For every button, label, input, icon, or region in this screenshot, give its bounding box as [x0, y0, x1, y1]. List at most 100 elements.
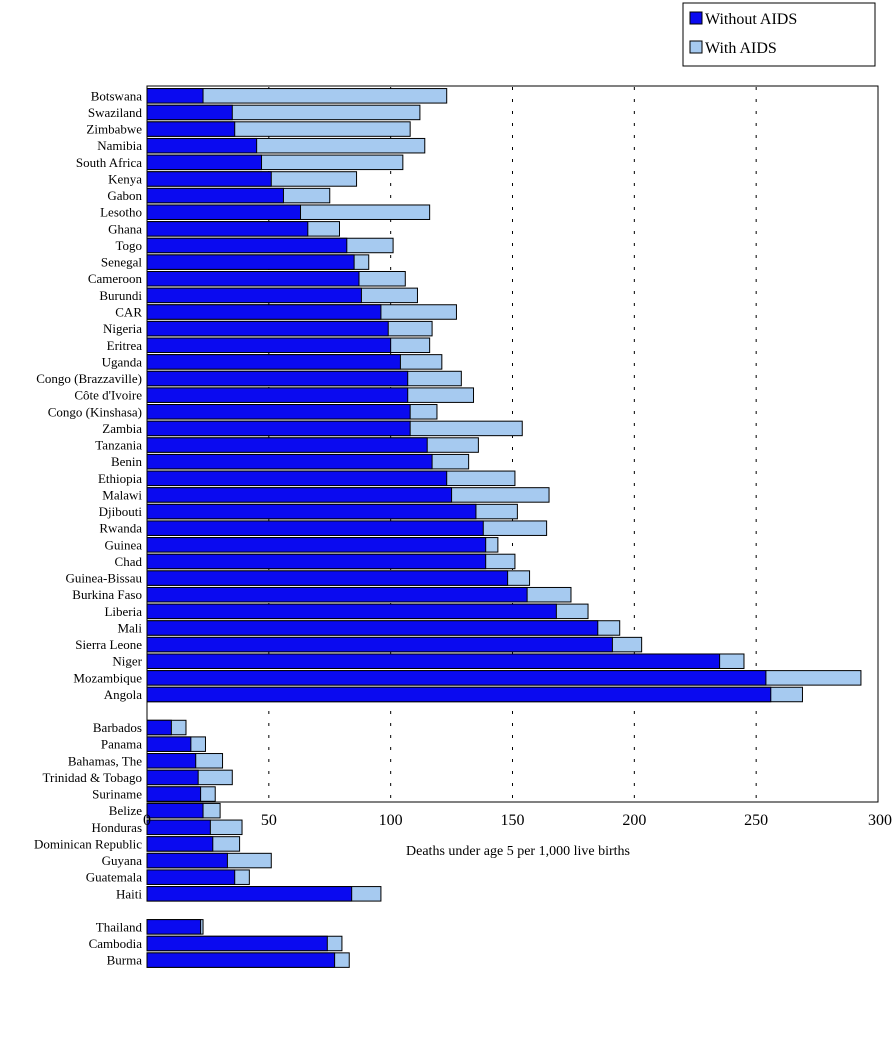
bar-without-aids [146, 836, 214, 852]
bar-without-aids [146, 387, 409, 403]
bar-without-aids [146, 753, 197, 769]
bar-without-aids [146, 537, 487, 553]
bar-without-aids [146, 952, 336, 968]
legend-swatch-without-aids [689, 11, 703, 25]
x-axis-title: Deaths under age 5 per 1,000 live births [406, 844, 630, 859]
category-label: Angola [104, 687, 143, 702]
category-label: Nigeria [103, 321, 142, 336]
bar-without-aids [146, 304, 382, 320]
category-label: Guinea [104, 537, 142, 552]
category-label: Rwanda [99, 521, 142, 536]
category-label: Liberia [104, 604, 142, 619]
bar-without-aids [146, 354, 401, 370]
category-label: Barbados [93, 720, 142, 735]
category-label: Burma [107, 953, 143, 968]
category-label: Niger [112, 654, 142, 669]
category-label: Namibia [97, 138, 142, 153]
x-tick-label: 100 [379, 812, 403, 829]
category-label: Senegal [101, 255, 143, 270]
bar-without-aids [146, 503, 477, 520]
bar-without-aids [146, 719, 172, 736]
bar-without-aids [146, 736, 192, 752]
bar-without-aids [146, 104, 233, 121]
category-label: Uganda [102, 354, 143, 369]
category-label: Guatemala [86, 870, 143, 885]
category-label: Botswana [91, 88, 143, 103]
category-label: Burkina Faso [72, 587, 142, 602]
bar-without-aids [146, 487, 453, 503]
category-label: Trinidad & Tobago [43, 770, 143, 785]
bar-without-aids [146, 570, 509, 586]
bar-without-aids [146, 886, 353, 902]
x-tick-label: 0 [143, 812, 151, 829]
bar-without-aids [146, 852, 228, 869]
bar-without-aids [146, 404, 411, 420]
x-tick-label: 50 [261, 812, 277, 829]
bars [146, 88, 862, 968]
category-label: Belize [109, 803, 142, 818]
bar-without-aids [146, 171, 272, 187]
legend: Without AIDS With AIDS [682, 2, 876, 67]
category-label: Suriname [92, 787, 142, 802]
legend-box [682, 2, 876, 67]
category-label: Eritrea [107, 338, 143, 353]
bar-without-aids [146, 670, 767, 686]
bar-without-aids [146, 586, 528, 603]
bar-without-aids [146, 636, 613, 653]
category-label: Cameroon [88, 271, 143, 286]
category-label: Congo (Kinshasa) [48, 404, 142, 419]
legend-swatch-with-aids [689, 40, 703, 54]
bar-without-aids [146, 121, 236, 137]
category-label: Benin [111, 454, 143, 469]
legend-label-without-aids: Without AIDS [705, 11, 797, 28]
category-label: Zambia [102, 421, 142, 436]
bar-without-aids [146, 237, 348, 254]
bar-without-aids [146, 337, 392, 354]
category-label: Zimbabwe [86, 122, 142, 137]
category-label: Sierra Leone [75, 637, 142, 652]
bar-without-aids [146, 437, 428, 453]
category-label: Gabon [107, 188, 142, 203]
bar-without-aids [146, 453, 433, 470]
category-label: Ethiopia [98, 471, 142, 486]
category-label: Mozambique [73, 670, 142, 685]
x-tick-label: 200 [622, 812, 646, 829]
category-label: Honduras [91, 820, 142, 835]
bar-without-aids [146, 88, 204, 104]
bar-without-aids [146, 653, 721, 669]
category-label: Swaziland [88, 105, 143, 120]
category-label: Guinea-Bissau [65, 571, 142, 586]
bar-without-aids [146, 154, 263, 171]
category-label: Cambodia [89, 936, 143, 951]
bar-without-aids [146, 320, 389, 337]
bar-without-aids [146, 769, 199, 786]
bar-without-aids [146, 869, 236, 885]
bar-without-aids [146, 935, 328, 952]
bar-without-aids [146, 137, 258, 154]
category-label: Djibouti [99, 504, 143, 519]
category-label: Tanzania [95, 438, 142, 453]
category-label: Dominican Republic [34, 836, 142, 851]
bar-without-aids [146, 370, 409, 387]
category-label: Lesotho [100, 205, 142, 220]
category-label: Togo [115, 238, 142, 253]
bar-without-aids [146, 603, 557, 620]
bar-without-aids [146, 819, 211, 836]
bar-without-aids [146, 919, 202, 935]
category-label: Mali [117, 620, 142, 635]
x-tick-label: 150 [501, 812, 525, 829]
category-label: Bahamas, The [68, 753, 142, 768]
bar-without-aids [146, 553, 487, 570]
bar-without-aids [146, 221, 309, 237]
bar-without-aids [146, 786, 202, 802]
category-label: Panama [101, 737, 142, 752]
bar-without-aids [146, 470, 448, 487]
x-tick-label: 250 [744, 812, 768, 829]
x-tick-label: 300 [868, 812, 892, 829]
bar-without-aids [146, 802, 204, 819]
bar-without-aids [146, 686, 772, 703]
category-label: Ghana [108, 221, 142, 236]
category-label: Malawi [102, 487, 142, 502]
